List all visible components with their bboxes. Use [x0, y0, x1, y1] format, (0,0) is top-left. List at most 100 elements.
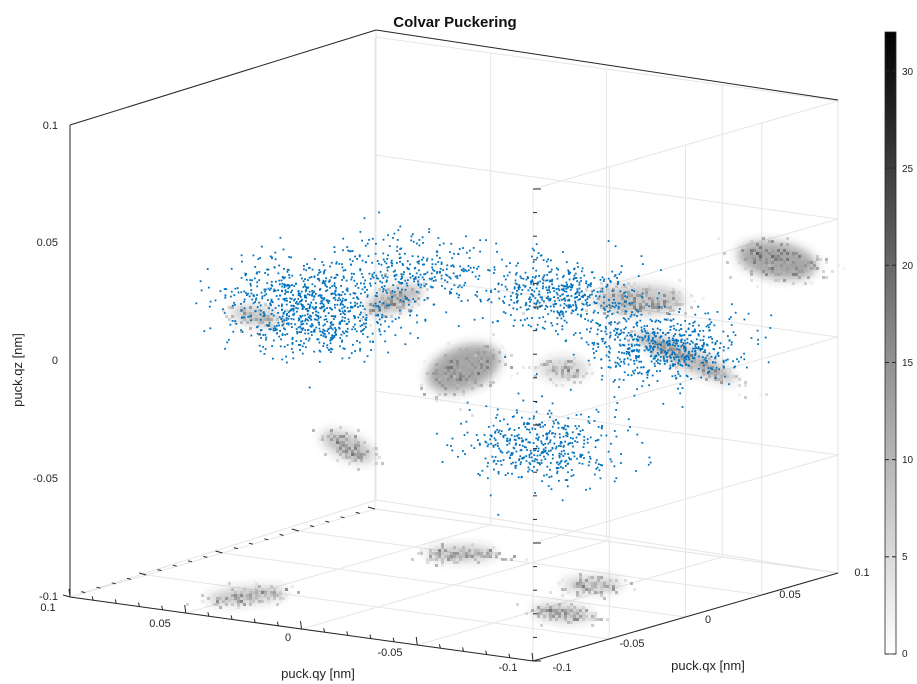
xz-projection-cell: [732, 375, 735, 378]
scatter-point: [707, 312, 710, 315]
scatter-point: [459, 274, 461, 277]
scatter-point: [657, 346, 659, 349]
top-edge-right: [375, 29, 839, 101]
xz-projection-cell: [555, 372, 558, 375]
xz-projection-cell: [705, 378, 708, 381]
scatter-point: [449, 251, 451, 253]
yz-projection-cell: [336, 435, 339, 438]
y-tick-mark: [438, 644, 441, 649]
xz-projection-cell: [645, 291, 648, 294]
xy-projection-cell: [219, 606, 222, 609]
scatter-point: [672, 318, 675, 321]
xz-projection-cell: [801, 258, 804, 261]
xz-projection-cell: [663, 294, 666, 297]
scatter-point: [694, 350, 696, 353]
scatter-point: [299, 349, 301, 351]
scatter-point: [233, 294, 236, 297]
xy-projection-cell: [267, 600, 270, 603]
scatter-point: [568, 278, 571, 281]
xy-projection-cell: [633, 588, 636, 591]
scatter-point: [565, 459, 568, 462]
scatter-point: [728, 383, 730, 386]
yz-projection-cell: [333, 444, 336, 447]
xy-projection-cell: [624, 579, 627, 582]
scatter-point: [377, 306, 380, 309]
scatter-point: [657, 353, 660, 356]
scatter-point: [378, 318, 381, 321]
scatter-point: [359, 304, 362, 307]
xz-projection-cell: [651, 300, 654, 303]
xz-projection-cell: [558, 360, 561, 363]
scatter-point: [490, 442, 492, 445]
yz-projection-cell: [240, 306, 243, 309]
scatter-point: [350, 278, 353, 281]
yz-projection-cell: [453, 381, 456, 384]
xz-projection-cell: [630, 294, 633, 297]
scatter-point: [593, 352, 595, 354]
scatter-point: [615, 304, 618, 307]
scatter-point: [528, 456, 531, 459]
xz-projection-cell: [621, 297, 624, 300]
scatter-point: [606, 283, 609, 286]
yz-projection-cell: [423, 393, 426, 396]
yz-projection-cell: [474, 381, 477, 384]
xy-projection-cell: [432, 552, 435, 555]
x-tick-mark: [279, 533, 284, 536]
xz-projection-cell: [618, 312, 621, 315]
scatter-point: [623, 283, 625, 286]
xy-projection-cell: [438, 552, 441, 555]
scatter-point: [623, 305, 626, 308]
scatter-point: [323, 297, 326, 299]
scatter-point: [510, 462, 513, 465]
scatter-point: [328, 300, 331, 302]
xz-projection-cell: [780, 243, 783, 246]
scatter-point: [328, 327, 331, 330]
scatter-point: [687, 327, 690, 330]
scatter-point: [270, 256, 273, 259]
scatter-point: [281, 282, 284, 285]
xz-projection-cell: [738, 378, 741, 381]
scatter-point: [614, 361, 617, 364]
xy-projection-cell: [468, 549, 471, 552]
xz-projection-cell: [645, 294, 648, 297]
xz-projection-cell: [675, 345, 678, 348]
scatter-point: [371, 275, 374, 278]
scatter-point: [350, 352, 353, 354]
xz-projection-cell: [708, 357, 711, 360]
scatter-point: [653, 333, 656, 336]
scatter-point: [686, 355, 689, 358]
scatter-point: [396, 250, 398, 252]
xy-projection-cell: [255, 588, 258, 591]
scatter-point: [729, 316, 732, 319]
xz-projection-cell: [780, 261, 783, 264]
xy-projection-cell: [540, 612, 543, 615]
scatter-point: [656, 352, 659, 354]
scatter-point: [546, 289, 548, 291]
xz-projection-cell: [702, 369, 705, 372]
yz-projection-cell: [411, 306, 414, 309]
scatter-point: [504, 474, 507, 476]
scatter-point: [542, 282, 544, 285]
xz-projection-cell: [777, 279, 780, 282]
yz-projection-cell: [402, 303, 405, 306]
scatter-point: [567, 443, 570, 446]
xy-projection-cell: [465, 555, 468, 558]
scatter-point: [506, 437, 508, 440]
y-tick-mark: [300, 620, 302, 630]
scatter-point: [458, 248, 461, 250]
scatter-point: [250, 284, 252, 287]
scatter-point: [489, 434, 492, 437]
xy-projection-blob: [425, 545, 496, 562]
scatter-point: [263, 314, 266, 317]
xz-projection-blob: [594, 284, 685, 315]
yz-projection-cell: [264, 324, 267, 327]
xz-projection-cell: [564, 366, 567, 369]
xy-projection-cell: [276, 594, 279, 597]
xy-projection-cell: [588, 588, 591, 591]
scatter-point: [520, 293, 523, 295]
scatter-point: [414, 276, 417, 278]
scatter-point: [321, 261, 324, 263]
scatter-point: [241, 260, 243, 263]
scatter-point: [513, 435, 516, 438]
scatter-point: [287, 291, 289, 293]
